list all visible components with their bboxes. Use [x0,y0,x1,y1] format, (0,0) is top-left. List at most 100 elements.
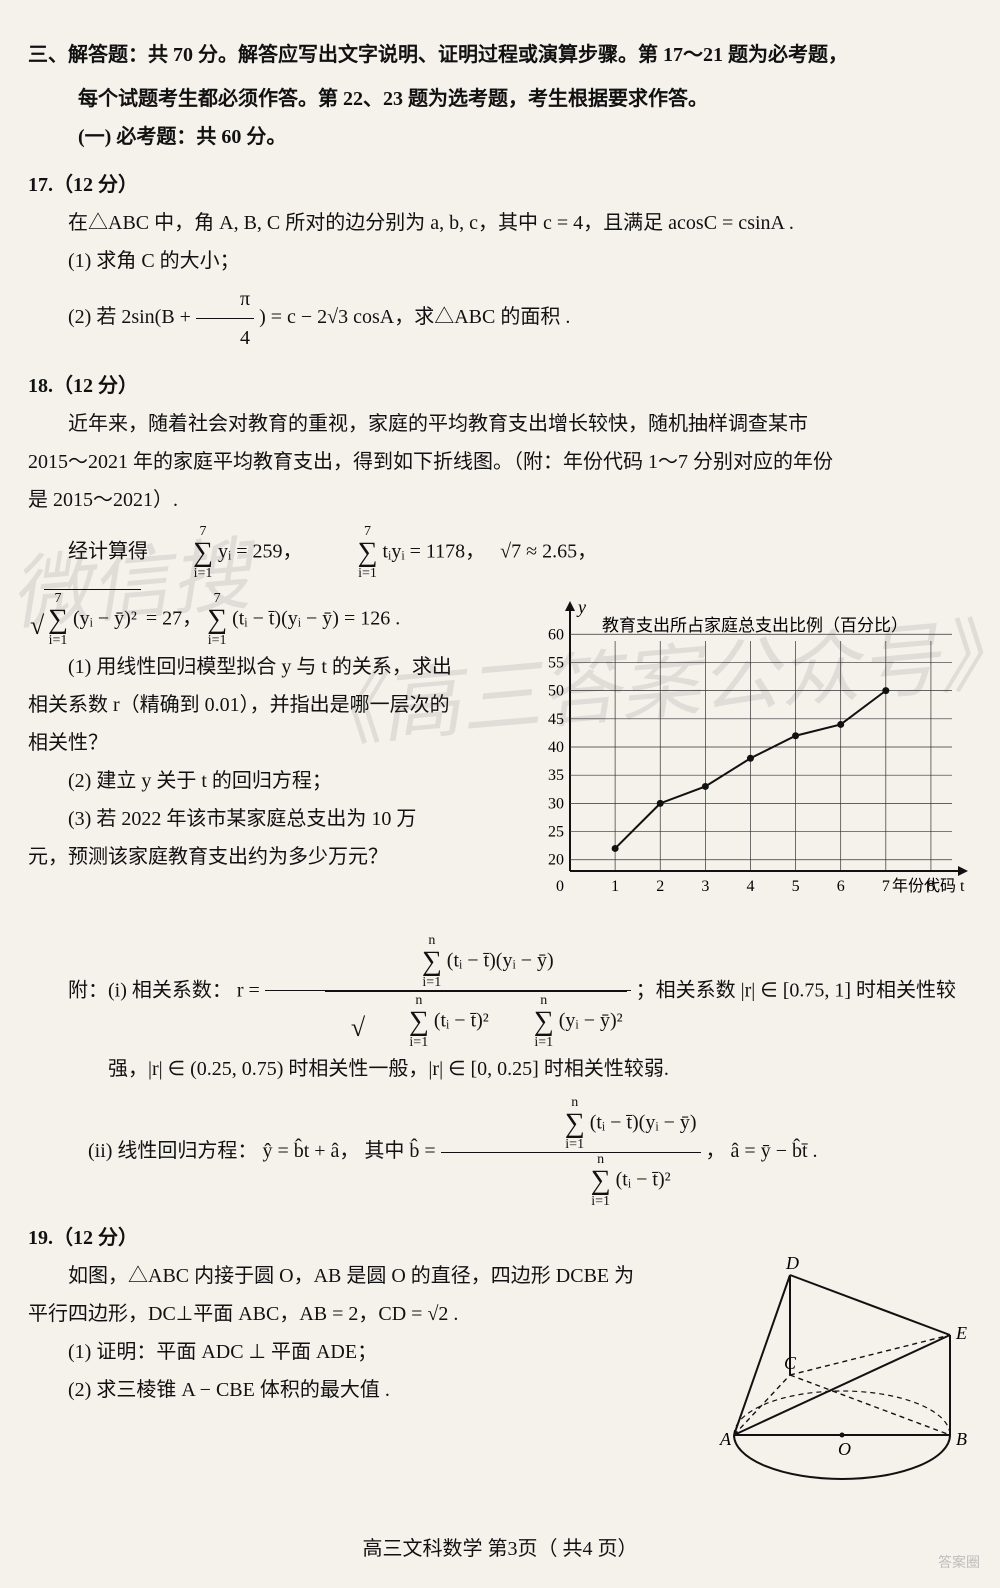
svg-text:4: 4 [746,878,754,895]
frac-den: 4 [196,319,254,357]
problem-17-q2: (2) 若 2sin(B + π 4 ) = c − 2√3 cosA，求△AB… [28,280,972,357]
geometry-figure: ABCDEO [712,1257,972,1500]
sum-bot: i=1 [369,1036,429,1050]
sum-cross: (tᵢ − t̄)(yᵢ − ȳ) = 126 . [232,608,400,630]
problem-18-q1a: (1) 用线性回归模型拟合 y 与 t 的关系，求出 [28,648,510,686]
sum-bot: i=1 [382,976,442,990]
svg-text:20: 20 [548,852,564,869]
section-header-line3: (一) 必考题：共 60 分。 [78,118,972,156]
svg-text:3: 3 [701,878,709,895]
problem-19-stem2: 平行四边形，DC⊥平面 ABC，AB = 2，CD = √2 . [28,1295,704,1333]
p17-q2-frac: π 4 [196,280,254,357]
p17-q2-pre: (2) 若 2sin( [68,306,161,328]
frac-num: π [196,280,254,319]
page-footer: 高三文科数学 第3页（ 共4 页） [28,1530,972,1568]
sqrt-sum: 7∑i=1 (yᵢ − ȳ)² [44,589,141,648]
formula-num: (tᵢ − t̄)(yᵢ − ȳ) [590,1112,697,1134]
section-header-line1: 三、解答题：共 70 分。解答应写出文字说明、证明过程或演算步骤。第 17～21… [28,36,972,74]
svg-text:y: y [576,597,586,617]
attach-i-pre: 附：(i) 相关系数： [68,980,232,1002]
sum-ty-eq: tᵢyᵢ = 1178， [383,541,486,563]
sum-bot: i=1 [48,634,68,648]
sum-symbol: 7∑i=1 [48,592,68,648]
svg-text:年份代码 t: 年份代码 t [892,877,965,895]
svg-text:1: 1 [611,878,619,895]
svg-text:E: E [955,1323,967,1343]
svg-text:45: 45 [548,711,564,728]
svg-text:B: B [956,1429,967,1449]
problem-18-stem2: 2015～2021 年的家庭平均教育支出，得到如下折线图。（附：年份代码 1～7… [28,443,972,481]
problem-19-number: 19.（12 分） [28,1219,972,1257]
sum-bot: i=1 [318,567,378,581]
sqrt7: √7 ≈ 2.65， [500,541,597,563]
calc2-eq: = 27， [146,608,202,630]
problem-19: 19.（12 分） 如图，△ABC 内接于圆 O，AB 是圆 O 的直径，四边形… [28,1219,972,1500]
svg-text:5: 5 [792,878,800,895]
svg-text:6: 6 [837,878,845,895]
sqrt-den: n∑i=1 (tᵢ − t̄)² n∑i=1 (yᵢ − ȳ)² [325,991,627,1050]
sum-bot: i=1 [494,1036,554,1050]
attach-i-post: ；相关系数 |r| ∈ [0.75, 1] 时相关性较 [636,980,956,1002]
problem-17-number: 17.（12 分） [28,166,972,204]
problem-17: 17.（12 分） 在△ABC 中，角 A, B, C 所对的边分别为 a, b… [28,166,972,357]
problem-18-attach-line2: 强，|r| ∈ (0.25, 0.75) 时相关性一般，|r| ∈ [0, 0.… [28,1050,972,1088]
line-chart: y教育支出所占家庭总支出比例（百分比）123456782025303540455… [522,595,972,905]
svg-text:D: D [785,1257,799,1273]
attach-ii-pre: (ii) 线性回归方程： [88,1140,257,1162]
svg-text:55: 55 [548,654,564,671]
sum-symbol: 7∑i=1 [318,525,378,581]
section-header-line2: 每个试题考生都必须作答。第 22、23 题为选考题，考生根据要求作答。 [78,80,972,118]
problem-17-q1: (1) 求角 C 的大小； [28,242,972,280]
sum-y-eq: yᵢ = 259， [218,541,303,563]
svg-text:教育支出所占家庭总支出比例（百分比）: 教育支出所占家庭总支出比例（百分比） [602,616,908,635]
problem-18-q3a: (3) 若 2022 年该市某家庭总支出为 10 万 [28,800,510,838]
svg-text:0: 0 [556,878,564,895]
svg-text:2: 2 [656,878,664,895]
sum-symbol: 7∑i=1 [153,525,213,581]
p17-q2-post: ) = c − 2√3 cosA，求△ABC 的面积 . [259,306,570,328]
problem-19-q1: (1) 证明：平面 ADC ⊥ 平面 ADE； [28,1333,704,1371]
watermark-logo: 答案圈 [938,1551,980,1578]
formula-den-l: (tᵢ − t̄)² [616,1169,671,1191]
svg-text:30: 30 [548,795,564,812]
formula-den-l: (tᵢ − t̄)² [434,1010,489,1032]
p17-q2-b: B + [161,306,191,328]
calc-pre: 经计算得 [68,541,148,563]
formula-den-r: (yᵢ − ȳ)² [559,1010,623,1032]
sum-symbol: n∑i=1 [531,1153,611,1209]
svg-text:35: 35 [548,767,564,784]
svg-text:50: 50 [548,683,564,700]
problem-18-q2: (2) 建立 y 关于 t 的回归方程； [28,762,510,800]
sum-symbol: n∑i=1 [382,934,442,990]
attach-ii-eq1: ŷ = b̂t + â， 其中 b̂ = [262,1140,435,1162]
attach-ii-eq2: ， â = ȳ − b̂t̄ . [706,1140,818,1162]
problem-18-stem1: 近年来，随着社会对教育的重视，家庭的平均教育支出增长较快，随机抽样调查某市 [28,405,972,443]
svg-text:7: 7 [882,878,890,895]
problem-18: 18.（12 分） 近年来，随着社会对教育的重视，家庭的平均教育支出增长较快，随… [28,367,972,1209]
problem-18-q1b: 相关系数 r（精确到 0.01），并指出是哪一层次的 [28,686,510,724]
problem-18-attach-i: 附：(i) 相关系数： r = n∑i=1 (tᵢ − t̄)(yᵢ − ȳ) … [28,934,972,1050]
sum-bot: i=1 [207,634,227,648]
sum-bot: i=1 [531,1195,611,1209]
svg-text:A: A [719,1429,732,1449]
sum-symbol: n∑i=1 [494,994,554,1050]
sum-symbol: n∑i=1 [369,994,429,1050]
problem-18-number: 18.（12 分） [28,367,972,405]
sum-symbol: n∑i=1 [505,1096,585,1152]
corr-formula: n∑i=1 (tᵢ − t̄)(yᵢ − ȳ) n∑i=1 (tᵢ − t̄)²… [265,934,631,1050]
chart-container: y教育支出所占家庭总支出比例（百分比）123456782025303540455… [522,595,972,918]
problem-18-calc1: 经计算得 7∑i=1 yᵢ = 259， 7∑i=1 tᵢyᵢ = 1178， … [28,525,972,581]
problem-18-attach-ii: (ii) 线性回归方程： ŷ = b̂t + â， 其中 b̂ = n∑i=1 … [28,1096,972,1209]
sum-inner: (yᵢ − ȳ)² [73,608,137,630]
problem-18-stem3: 是 2015～2021）. [28,481,972,519]
sum-bot: i=1 [153,567,213,581]
problem-18-q1c: 相关性？ [28,724,510,762]
problem-17-stem: 在△ABC 中，角 A, B, C 所对的边分别为 a, b, c，其中 c =… [28,204,972,242]
bhat-formula: n∑i=1 (tᵢ − t̄)(yᵢ − ȳ) n∑i=1 (tᵢ − t̄)² [441,1096,701,1209]
svg-text:60: 60 [548,626,564,643]
problem-19-stem1: 如图，△ABC 内接于圆 O，AB 是圆 O 的直径，四边形 DCBE 为 [28,1257,704,1295]
problem-18-calc2: 7∑i=1 (yᵢ − ȳ)² = 27， 7∑i=1 (tᵢ − t̄)(yᵢ… [28,589,510,648]
svg-text:C: C [784,1353,797,1373]
sum-bot: i=1 [505,1138,585,1152]
formula-num: (tᵢ − t̄)(yᵢ − ȳ) [447,950,554,972]
